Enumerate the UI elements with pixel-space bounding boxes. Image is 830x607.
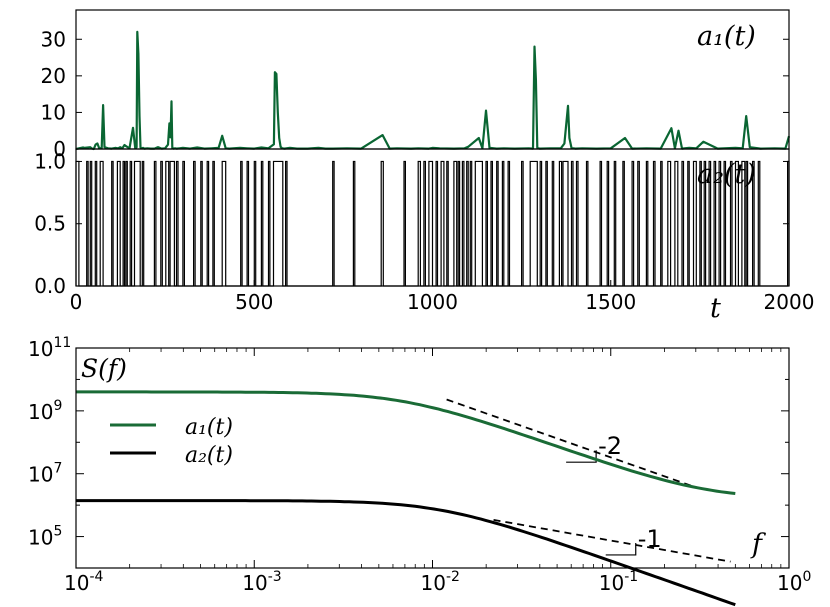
- spectrum-ytick-label: 109: [28, 398, 62, 424]
- legend-a1-label: a₁(t): [185, 415, 233, 440]
- a2-axes-frame: [75, 148, 790, 287]
- a2-ytick-label: 0.5: [34, 212, 66, 236]
- spectrum-a1-line: [76, 390, 736, 495]
- spectrum-a2-line: [76, 499, 736, 607]
- panel-spectrum: 10-4 10-3 10-2 10-1 100 105 107 109 1011 -2 -1 S(…: [28, 335, 811, 607]
- spectrum-x-label: f: [750, 529, 766, 560]
- a2-ytick-label: 0.0: [34, 274, 66, 298]
- a1-ytick-label: 20: [41, 64, 66, 88]
- slope-marker: [605, 542, 637, 556]
- a2-y-axis: 0.0 0.5 1.0: [34, 149, 789, 298]
- slope-label: -2: [598, 432, 622, 460]
- time-xtick-label: 1000: [407, 290, 458, 314]
- a1-series-line: [75, 30, 791, 151]
- slope-label: -1: [638, 525, 662, 553]
- a1-axes-frame: [75, 9, 790, 150]
- time-xtick-label: 2000: [764, 290, 815, 314]
- spectrum-ytick-label: 1011: [28, 335, 71, 361]
- time-xtick-label: 500: [235, 290, 273, 314]
- spectrum-xtick-label: 10-1: [599, 569, 638, 595]
- a1-ytick-label: 0: [53, 137, 66, 161]
- slope-guide-line: [493, 518, 731, 563]
- a2-panel-label: a₂(t): [697, 159, 756, 190]
- slope-guide-line: [446, 398, 697, 489]
- slope-guides: -2 -1: [446, 398, 731, 563]
- spectrum-axes-frame: [75, 347, 790, 569]
- panel-a1: 0 10 20 30 a₁(t): [41, 9, 791, 161]
- a2-ytick-label: 1.0: [34, 149, 66, 173]
- spectrum-axes-ticks: 10-4 10-3 10-2 10-1 100 105 107 109 1011: [28, 335, 811, 595]
- legend-a2-label: a₂(t): [185, 443, 233, 468]
- legend: a₁(t) a₂(t): [110, 415, 233, 468]
- spectrum-xtick-label: 10-3: [242, 569, 281, 595]
- time-xtick-label: 1500: [585, 290, 636, 314]
- spectrum-ytick-label: 107: [28, 461, 62, 487]
- time-xtick-label: 0: [70, 290, 83, 314]
- a1-ytick-label: 30: [41, 27, 66, 51]
- spectrum-xtick-label: 100: [777, 569, 811, 595]
- a1-ytick-label: 10: [41, 100, 66, 124]
- time-axis-label: t: [710, 293, 721, 324]
- spectrum-xtick-label: 10-2: [421, 569, 460, 595]
- time-x-axis: 0 500 1000 1500 2000: [70, 280, 815, 314]
- a1-y-axis: 0 10 20 30: [41, 27, 789, 161]
- spectrum-xtick-label: 10-4: [64, 569, 104, 595]
- a1-panel-label: a₁(t): [697, 21, 756, 52]
- spectrum-y-label: S(f): [81, 354, 127, 383]
- spectrum-ytick-label: 105: [28, 524, 62, 550]
- a2-series-line: [75, 160, 790, 287]
- slope-marker: [566, 450, 597, 463]
- panel-a2: 0.0 0.5 1.0 0 500 1000 1500 2000 a₂(t) t: [34, 148, 815, 324]
